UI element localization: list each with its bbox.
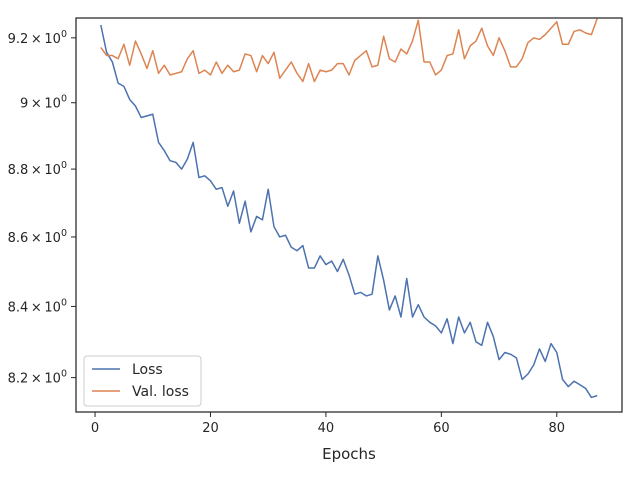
x-tick-label: 20 bbox=[202, 421, 219, 436]
legend: Loss Val. loss bbox=[83, 355, 202, 407]
y-axis: 8.2 × 100 8.4 × 100 8.6 × 100 8.8 × 100 9 × … bbox=[8, 29, 76, 387]
x-axis-label: Epochs bbox=[322, 445, 376, 463]
x-tick-label: 40 bbox=[318, 421, 335, 436]
x-tick-label: 0 bbox=[91, 421, 99, 436]
legend-label-loss: Loss bbox=[132, 362, 163, 378]
series-line-val-loss bbox=[100, 18, 598, 83]
y-tick-label: 8.2 × 100 bbox=[8, 369, 67, 387]
y-tick-label: 9 × 100 bbox=[20, 94, 67, 112]
y-tick-label: 8.6 × 100 bbox=[8, 228, 67, 246]
plot-frame bbox=[75, 17, 623, 413]
series-layer bbox=[100, 18, 598, 399]
x-axis: 0 20 40 60 80 bbox=[91, 412, 565, 436]
legend-label-val-loss: Val. loss bbox=[132, 384, 189, 400]
y-tick-label: 8.4 × 100 bbox=[8, 297, 67, 315]
x-tick-label: 60 bbox=[433, 421, 450, 436]
x-tick-label: 80 bbox=[549, 421, 566, 436]
y-tick-label: 8.8 × 100 bbox=[8, 160, 67, 178]
y-tick-label: 9.2 × 100 bbox=[8, 29, 67, 47]
series-line-loss bbox=[100, 24, 598, 399]
